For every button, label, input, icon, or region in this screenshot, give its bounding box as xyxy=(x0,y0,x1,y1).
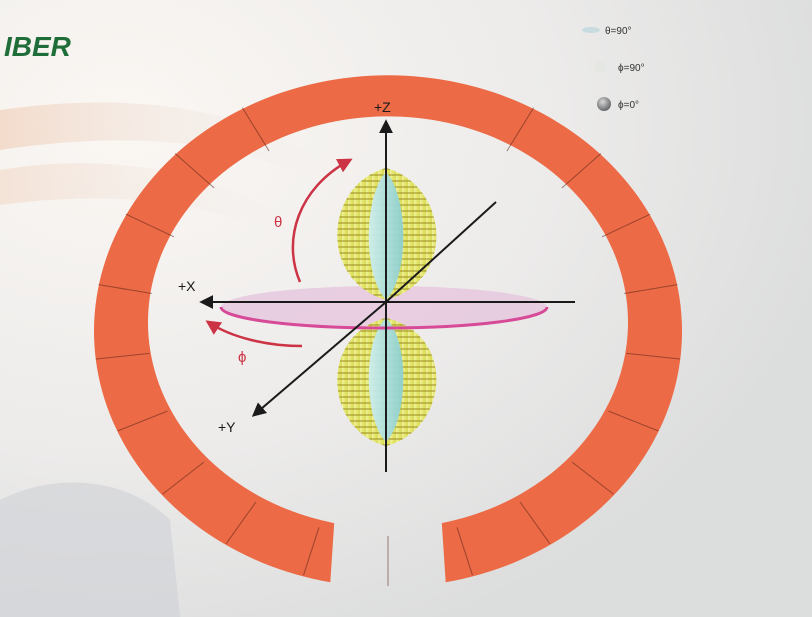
y-axis-label: +Y xyxy=(218,419,236,435)
legend-label: θ=90° xyxy=(605,26,632,37)
legend-item-theta-90: θ=90° xyxy=(582,26,632,37)
y-axis xyxy=(251,301,387,417)
ring-divider xyxy=(241,107,270,152)
background-swoosh-2 xyxy=(0,163,300,245)
legend-label: ϕ=0° xyxy=(618,100,639,111)
ring-divider xyxy=(162,461,205,495)
ring-divider xyxy=(95,352,150,360)
azimuth-disc xyxy=(221,286,547,328)
x-axis-label: +X xyxy=(178,278,196,294)
legend-item-phi-90: ϕ=90° xyxy=(594,61,645,74)
z-axis-label: +Z xyxy=(374,99,391,115)
title-fragment: IBER xyxy=(4,31,72,62)
light-dot-icon xyxy=(594,61,606,73)
axes xyxy=(199,119,575,472)
ring-divider xyxy=(125,213,175,238)
ring-divider xyxy=(561,153,602,189)
ring-divider xyxy=(608,410,659,432)
theta-angle: θ xyxy=(274,158,353,283)
sphere-icon xyxy=(597,97,611,111)
y-axis-back xyxy=(385,201,497,303)
ring-divider xyxy=(571,461,614,495)
legend-label: ϕ=90° xyxy=(618,63,645,74)
legend: θ=90° ϕ=90° ϕ=0° xyxy=(582,26,645,111)
ring-divider xyxy=(624,284,678,295)
phi-angle: ϕ xyxy=(205,320,303,366)
flat-disc-icon xyxy=(582,27,600,33)
legend-item-phi-0: ϕ=0° xyxy=(597,97,639,111)
theta-arrow xyxy=(291,158,353,283)
ring-divider xyxy=(98,284,152,295)
ring-divider xyxy=(117,410,168,432)
ring-divider xyxy=(174,153,215,189)
phi-arrow xyxy=(205,320,303,348)
chamber-ring xyxy=(93,75,683,586)
ring-divider xyxy=(456,527,473,576)
theta-label: θ xyxy=(274,214,282,231)
ring-divider xyxy=(506,107,535,152)
ring-divider xyxy=(225,501,257,545)
ring-divider xyxy=(303,527,320,576)
ring-divider xyxy=(601,213,651,238)
background-corner-shade xyxy=(0,482,180,617)
ring-divider xyxy=(519,501,551,545)
ring-divider xyxy=(626,352,681,360)
ring-dividers xyxy=(95,107,681,586)
phi-label: ϕ xyxy=(238,349,246,366)
azimuth-disc-rim xyxy=(219,306,549,330)
